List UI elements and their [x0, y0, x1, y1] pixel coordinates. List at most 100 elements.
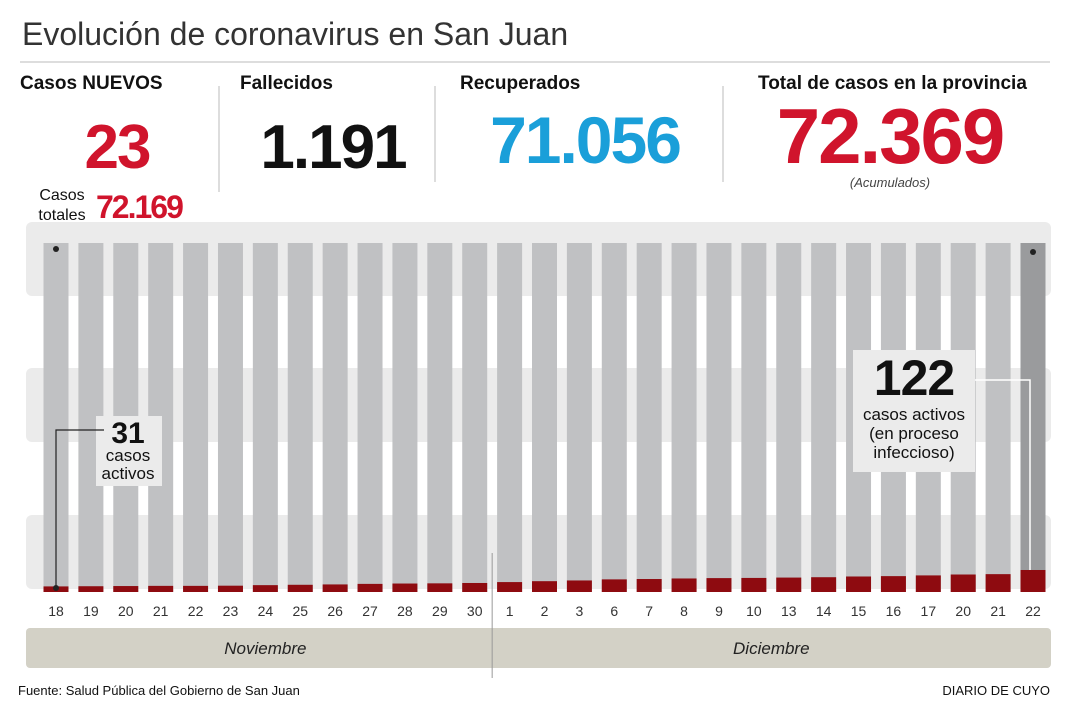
x-tick-label: 10	[746, 603, 762, 619]
x-tick-label: 30	[467, 603, 483, 619]
bar-track	[183, 243, 209, 592]
x-tick-label: 24	[258, 603, 274, 619]
bar	[636, 579, 662, 592]
annotation-value: 31	[111, 417, 144, 450]
bar	[287, 584, 313, 592]
stat-label: Total de casos en la provincia	[758, 73, 1027, 94]
bar	[811, 577, 837, 592]
bar-track	[357, 243, 383, 592]
bar-track	[287, 243, 313, 592]
stat-label: Casos	[39, 187, 84, 204]
bar	[950, 574, 976, 592]
stat-value: 71.056	[490, 103, 680, 177]
stat-value: 23	[85, 113, 150, 182]
x-tick-label: 27	[362, 603, 378, 619]
bar-track	[497, 243, 523, 592]
bar	[392, 583, 418, 592]
bar	[427, 583, 453, 592]
bar-track	[427, 243, 453, 592]
annotation-value: 122	[874, 350, 954, 406]
x-tick-label: 8	[680, 603, 688, 619]
x-tick-label: 15	[851, 603, 867, 619]
bar	[601, 579, 627, 592]
bar-track	[671, 243, 697, 592]
bar	[148, 585, 174, 592]
bar	[671, 578, 697, 592]
x-tick-label: 21	[990, 603, 1006, 619]
annotation-text: casos	[106, 446, 150, 465]
bar-track	[1020, 243, 1046, 592]
bar-track	[462, 243, 488, 592]
bar	[497, 582, 523, 592]
x-tick-label: 29	[432, 603, 448, 619]
x-tick-label: 26	[327, 603, 343, 619]
annotation-box	[853, 350, 975, 472]
bar-track	[566, 243, 592, 592]
annotation-text: activos	[102, 464, 155, 483]
x-tick-label: 9	[715, 603, 723, 619]
x-tick-label: 23	[223, 603, 239, 619]
stat-value: 72.169	[96, 189, 183, 225]
x-tick-label: 3	[575, 603, 583, 619]
x-tick-label: 18	[48, 603, 64, 619]
stat-label: Recuperados	[460, 73, 580, 94]
x-tick-label: 25	[292, 603, 308, 619]
stat-value: 1.191	[260, 113, 406, 182]
bar	[846, 576, 872, 592]
stat-label: Casos NUEVOS	[20, 73, 163, 94]
annotation-text: casos activos	[863, 405, 965, 424]
marker	[1030, 249, 1036, 255]
bar-track	[636, 243, 662, 592]
bar-track	[532, 243, 557, 592]
bar	[322, 584, 348, 592]
bar-track	[601, 243, 627, 592]
x-tick-label: 6	[610, 603, 618, 619]
x-tick-label: 17	[921, 603, 937, 619]
bar	[776, 577, 802, 592]
x-tick-label: 19	[83, 603, 99, 619]
x-tick-label: 16	[886, 603, 902, 619]
bar	[252, 585, 278, 592]
leader-line	[975, 379, 1031, 570]
bar	[183, 585, 209, 592]
bar-track	[811, 243, 837, 592]
bar-track	[252, 243, 278, 592]
bar	[566, 580, 592, 592]
bar-track	[776, 243, 802, 592]
leader-line	[55, 429, 104, 587]
bar	[741, 577, 767, 592]
bar-track	[985, 243, 1011, 592]
bar-track	[741, 243, 767, 592]
bar	[357, 583, 383, 592]
x-tick-label: 22	[1025, 603, 1041, 619]
bar	[706, 578, 732, 592]
bar-track	[217, 243, 243, 592]
title: Evolución de coronavirus en San Juan	[22, 16, 568, 52]
bar	[915, 575, 941, 592]
stat-value: 72.369	[777, 92, 1004, 180]
x-tick-label: 1	[506, 603, 514, 619]
bar	[217, 585, 243, 592]
stat-note: (Acumulados)	[850, 175, 930, 190]
annotation-text: infeccioso)	[873, 443, 954, 462]
month-label: Noviembre	[224, 639, 306, 658]
stat-label: totales	[38, 207, 85, 224]
x-tick-label: 21	[153, 603, 169, 619]
x-tick-label: 14	[816, 603, 832, 619]
bar-track	[706, 243, 732, 592]
bar	[985, 574, 1011, 592]
bar	[113, 586, 139, 592]
month-label: Diciembre	[733, 639, 810, 658]
x-tick-label: 7	[645, 603, 653, 619]
x-tick-label: 13	[781, 603, 797, 619]
marker	[53, 585, 59, 591]
x-tick-label: 20	[955, 603, 971, 619]
bar	[532, 581, 557, 592]
x-tick-label: 2	[541, 603, 549, 619]
month-bar	[26, 628, 1051, 668]
x-tick-label: 20	[118, 603, 134, 619]
x-tick-label: 22	[188, 603, 204, 619]
stat-label: Fallecidos	[240, 73, 333, 94]
bar	[1020, 569, 1046, 592]
